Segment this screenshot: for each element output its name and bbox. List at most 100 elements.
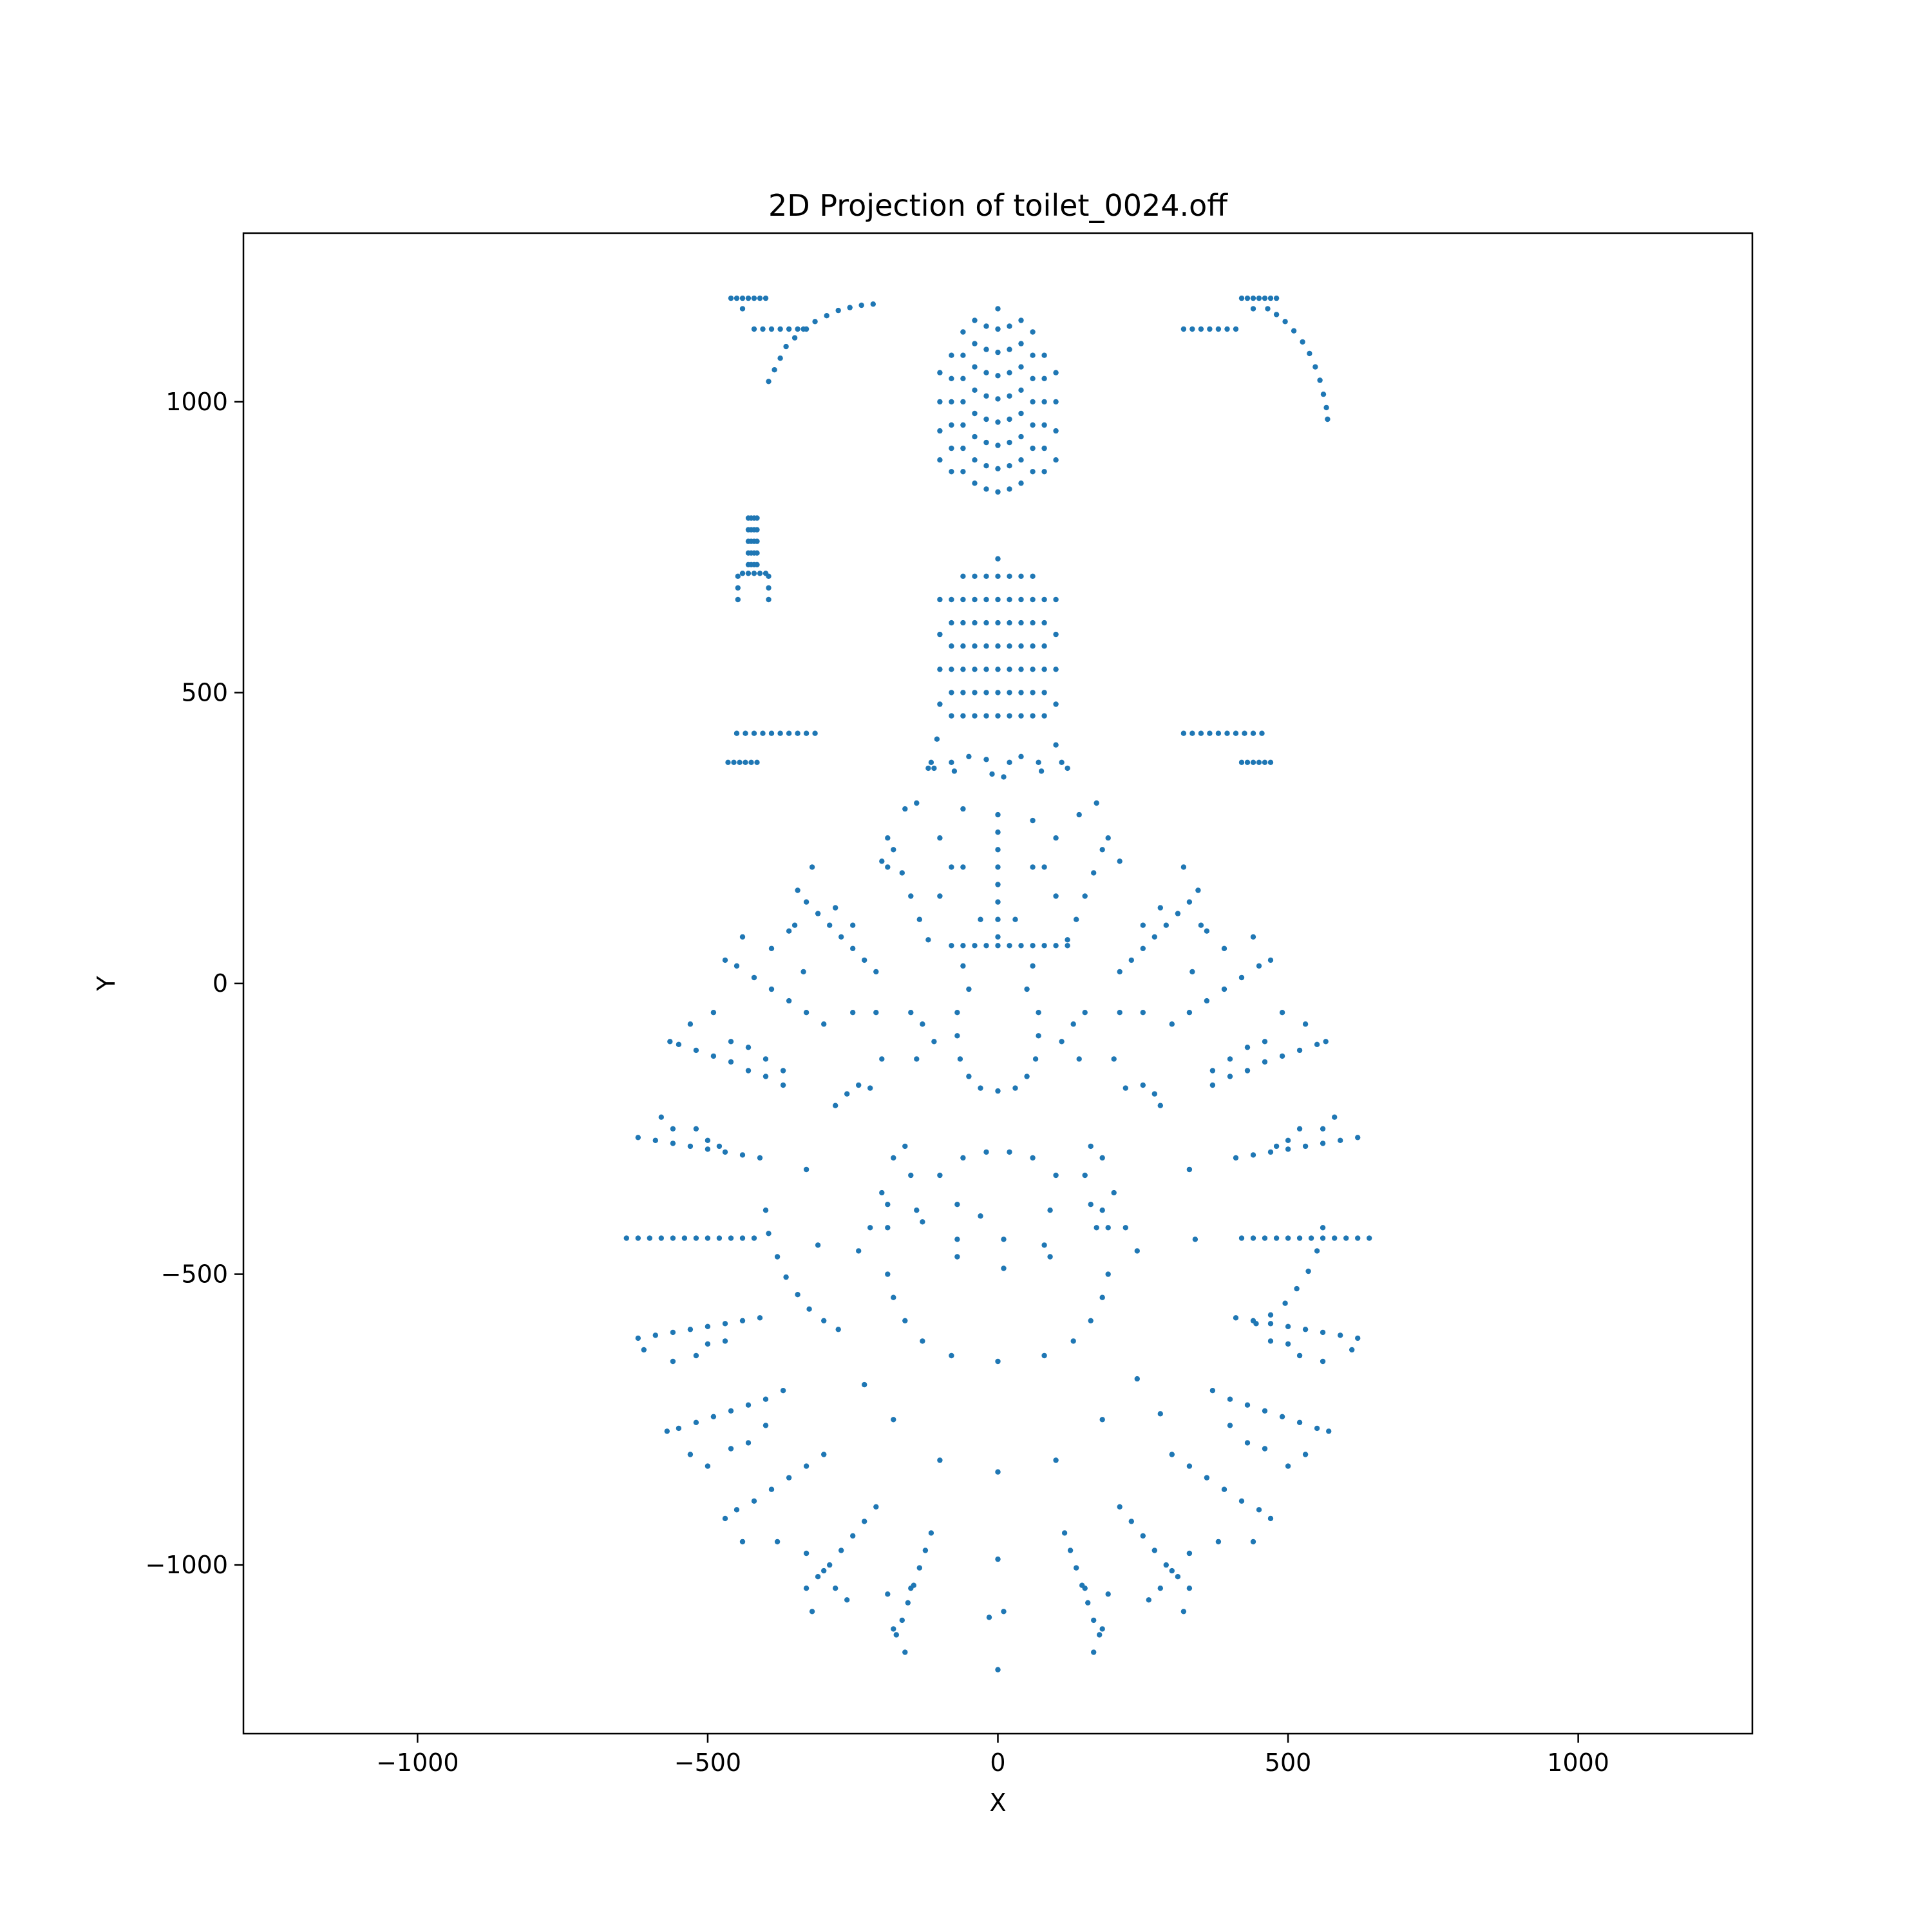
data-point — [1282, 1300, 1288, 1306]
data-point — [1294, 1285, 1300, 1292]
data-point — [751, 326, 757, 332]
data-point — [1195, 887, 1201, 893]
data-point — [716, 1143, 723, 1150]
data-point — [995, 1088, 1001, 1094]
data-point — [1302, 1143, 1309, 1150]
data-point — [873, 1504, 879, 1510]
data-point — [1070, 1021, 1076, 1027]
data-point — [937, 399, 943, 405]
data-point — [1343, 1235, 1349, 1241]
data-point — [850, 922, 856, 928]
data-point — [995, 916, 1001, 922]
data-point — [1038, 768, 1045, 774]
data-point — [1065, 943, 1070, 949]
data-point — [1285, 1146, 1291, 1152]
data-point — [1238, 1235, 1245, 1241]
data-point — [1256, 295, 1262, 301]
data-point — [937, 596, 943, 603]
data-point — [1030, 399, 1036, 405]
data-point — [1041, 352, 1047, 358]
data-point — [1030, 1155, 1036, 1161]
data-point — [1094, 1225, 1099, 1231]
data-point — [1262, 295, 1268, 301]
data-point — [873, 969, 879, 975]
data-point — [1189, 969, 1195, 975]
data-point — [1007, 323, 1012, 329]
data-point — [960, 667, 966, 672]
data-point — [1169, 1452, 1175, 1457]
data-point — [1105, 1591, 1111, 1597]
data-point — [812, 730, 818, 736]
data-point — [949, 422, 954, 428]
data-point — [1053, 631, 1059, 638]
data-point — [786, 326, 792, 332]
data-point — [1030, 690, 1036, 696]
data-point — [1355, 1235, 1361, 1241]
data-point — [815, 1574, 821, 1580]
data-point — [635, 1135, 641, 1141]
data-point — [1018, 620, 1024, 626]
data-point — [960, 643, 966, 649]
data-point — [949, 943, 954, 949]
data-point — [827, 1562, 833, 1568]
data-point — [1250, 759, 1256, 766]
data-point — [1041, 667, 1047, 672]
data-point — [1001, 1609, 1007, 1615]
data-point — [949, 667, 954, 672]
data-point — [949, 643, 954, 649]
data-point — [1032, 1056, 1039, 1062]
data-point — [1215, 326, 1222, 332]
data-point — [1244, 759, 1251, 766]
data-point — [1273, 1235, 1280, 1241]
data-point — [1204, 928, 1210, 934]
data-point — [687, 1143, 694, 1150]
data-point — [1140, 922, 1146, 928]
data-point — [1186, 1010, 1193, 1016]
data-point — [1279, 1414, 1285, 1419]
data-point — [960, 963, 966, 969]
data-point — [815, 911, 821, 916]
data-point — [1053, 835, 1059, 841]
data-point — [1180, 864, 1187, 870]
data-point — [949, 445, 954, 451]
data-point — [687, 1452, 694, 1457]
data-point — [728, 295, 734, 301]
data-point — [739, 306, 746, 312]
data-point — [1302, 1452, 1309, 1457]
data-point — [899, 870, 905, 876]
data-point — [1253, 1321, 1259, 1327]
data-point — [908, 1172, 914, 1179]
data-point — [995, 596, 1001, 603]
data-point — [751, 571, 757, 576]
data-point — [1105, 1225, 1111, 1231]
y-axis: −1000 −500 0 500 1000 — [145, 388, 243, 1579]
data-point — [983, 463, 989, 469]
data-point — [1238, 1498, 1245, 1504]
data-point — [1111, 1189, 1117, 1196]
y-axis-label: Y — [92, 976, 120, 992]
data-point — [937, 835, 943, 841]
data-point — [795, 887, 800, 893]
data-point — [1018, 480, 1024, 486]
data-point — [995, 934, 1001, 940]
data-point — [1204, 998, 1210, 1004]
data-point — [1099, 1294, 1105, 1300]
data-point — [1053, 596, 1059, 603]
data-point — [995, 864, 1001, 870]
data-point — [1250, 934, 1256, 940]
data-point — [1282, 319, 1288, 325]
data-point — [937, 457, 943, 463]
data-point — [1207, 730, 1213, 736]
data-point — [995, 442, 1001, 448]
data-point — [1018, 667, 1024, 672]
data-point — [1059, 759, 1065, 766]
data-point — [1320, 1126, 1326, 1132]
data-point — [693, 1235, 699, 1241]
data-point — [914, 1208, 920, 1213]
data-point — [824, 313, 829, 319]
data-point — [995, 690, 1001, 696]
data-point — [1157, 1586, 1164, 1591]
data-point — [1323, 404, 1329, 411]
data-point — [1259, 730, 1265, 736]
data-point — [1053, 457, 1059, 463]
